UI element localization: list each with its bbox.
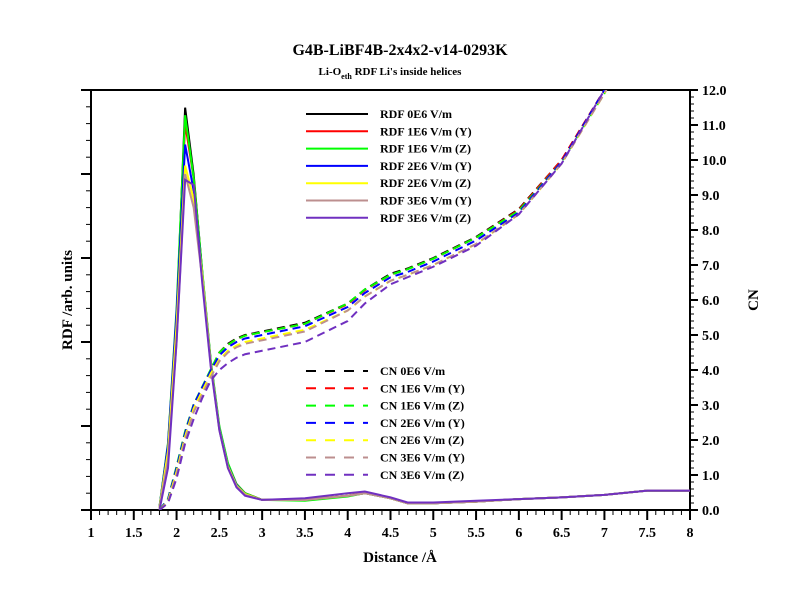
cn-line-3 [158, 90, 606, 510]
x-tick-label: 6 [515, 526, 522, 541]
legend-label-cn: CN 2E6 V/m (Z) [380, 433, 464, 447]
y-axis-label: RDF /arb. units [60, 250, 76, 350]
x-tick-label: 4.5 [382, 526, 400, 541]
legend-label-cn: CN 1E6 V/m (Y) [380, 381, 465, 395]
x-axis-label: Distance /Å [363, 550, 437, 566]
x-tick-label: 4 [344, 526, 351, 541]
y2-tick-label: 12.0 [702, 84, 727, 99]
legend-label-rdf: RDF 1E6 V/m (Z) [380, 142, 471, 156]
legend-label-cn: CN 0E6 V/m [380, 364, 445, 378]
curves [158, 90, 690, 510]
axes: 1 1.5 2 2.5 3 3.5 4 4.5 5 5.5 6 6.5 7 7.5 8 0.0 1.0 2.0 3.… [81, 84, 727, 541]
chart-subtitle: Li-Oeth RDF Li's inside helices [319, 66, 463, 81]
y2-tick-label: 0.0 [702, 504, 720, 519]
legend-label-rdf: RDF 3E6 V/m (Y) [380, 194, 472, 208]
x-tick-label: 1 [88, 526, 95, 541]
x-tick-label: 3.5 [296, 526, 314, 541]
x-tick-label: 1.5 [125, 526, 143, 541]
y2-axis-label: CN [746, 289, 762, 311]
y2-tick-label: 5.0 [702, 329, 720, 344]
legend-label-rdf: RDF 2E6 V/m (Z) [380, 176, 471, 190]
y2-tick-label: 1.0 [702, 469, 720, 484]
y2-tick-label: 8.0 [702, 224, 720, 239]
x-tick-label: 8 [687, 526, 694, 541]
legend: RDF 0E6 V/m RDF 1E6 V/m (Y) RDF 1E6 V/m (Z… [306, 107, 472, 482]
legend-label-cn: CN 2E6 V/m (Y) [380, 416, 465, 430]
y2-tick-label: 7.0 [702, 259, 720, 274]
legend-label-rdf: RDF 3E6 V/m (Z) [380, 211, 471, 225]
legend-label-rdf: RDF 1E6 V/m (Y) [380, 124, 472, 138]
legend-label-rdf: RDF 2E6 V/m (Y) [380, 159, 472, 173]
y2-tick-label: 3.0 [702, 399, 720, 414]
x-tick-label: 6.5 [553, 526, 571, 541]
x-tick-label: 7.5 [638, 526, 656, 541]
legend-label-cn: CN 3E6 V/m (Z) [380, 468, 464, 482]
y2-tick-label: 11.0 [702, 119, 726, 134]
x-tick-label: 2.5 [211, 526, 229, 541]
rdf-line-6 [158, 178, 690, 510]
x-tick-label: 5 [430, 526, 437, 541]
legend-label-cn: CN 1E6 V/m (Z) [380, 399, 464, 413]
rdf-line-2 [158, 115, 690, 507]
y2-tick-label: 6.0 [702, 294, 720, 309]
x-tick-label: 5.5 [467, 526, 485, 541]
x-tick-label: 2 [173, 526, 180, 541]
legend-label-rdf: RDF 0E6 V/m [380, 107, 452, 121]
y2-tick-label: 4.0 [702, 364, 720, 379]
chart-title: G4B-LiBF4B-2x4x2-v14-0293K [292, 42, 508, 59]
x-tick-label: 3 [259, 526, 266, 541]
cn-line-6 [158, 90, 606, 510]
legend-label-cn: CN 3E6 V/m (Y) [380, 451, 465, 465]
x-tick-label: 7 [601, 526, 608, 541]
y2-tick-label: 9.0 [702, 189, 720, 204]
y2-tick-label: 2.0 [702, 434, 720, 449]
y2-tick-label: 10.0 [702, 154, 727, 169]
